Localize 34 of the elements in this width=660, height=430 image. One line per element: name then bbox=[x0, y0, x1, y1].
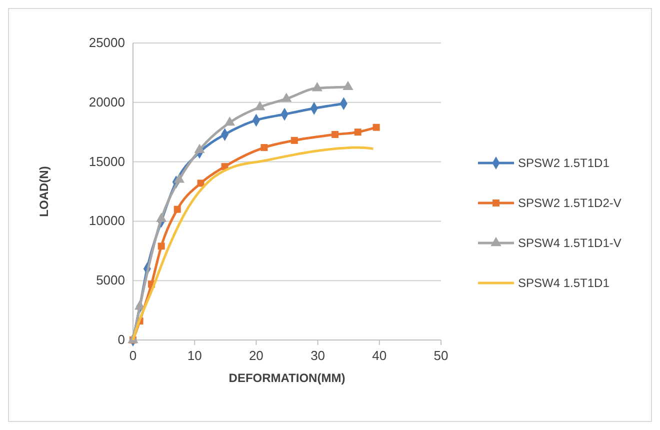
y-tick-label: 5000 bbox=[96, 272, 125, 288]
point bbox=[254, 101, 266, 110]
point bbox=[158, 242, 165, 250]
legend-label: SPSW2 1.5T1D2-V bbox=[518, 196, 622, 210]
x-tick-label: 30 bbox=[310, 348, 326, 363]
point bbox=[354, 128, 362, 136]
point bbox=[342, 80, 354, 90]
point bbox=[372, 124, 380, 131]
point bbox=[156, 212, 167, 222]
y-tick-label: 0 bbox=[118, 332, 125, 347]
y-tick-label: 20000 bbox=[88, 94, 125, 110]
point bbox=[194, 144, 205, 153]
y-axis-title: LOAD(N) bbox=[37, 166, 51, 217]
x-tick-label: 20 bbox=[248, 348, 264, 363]
point bbox=[332, 130, 339, 138]
point bbox=[174, 206, 181, 213]
y-tick-label: 25000 bbox=[88, 35, 125, 50]
legend-label: SPSW4 1.5T1D1 bbox=[518, 276, 610, 290]
x-tick-label: 0 bbox=[129, 348, 137, 363]
x-axis-title: DEFORMATION(MM) bbox=[228, 371, 346, 385]
point bbox=[281, 92, 292, 102]
x-tick-label: 10 bbox=[187, 348, 202, 363]
y-tick-label: 10000 bbox=[88, 213, 125, 228]
point bbox=[290, 136, 298, 144]
legend-label: SPSW4 1.5T1D1-V bbox=[518, 236, 622, 250]
point bbox=[174, 173, 185, 183]
point bbox=[260, 144, 268, 152]
point bbox=[224, 116, 236, 126]
y-tick-label: 15000 bbox=[88, 154, 125, 169]
legend-label: SPSW2 1.5T1D1 bbox=[518, 156, 610, 170]
point bbox=[197, 180, 204, 187]
x-tick-label: 50 bbox=[434, 348, 448, 363]
point bbox=[312, 82, 323, 92]
x-tick-label: 40 bbox=[372, 348, 387, 363]
